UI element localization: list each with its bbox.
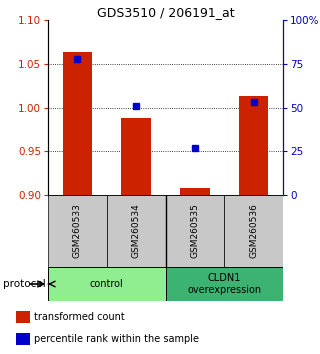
- Bar: [16, 312, 29, 323]
- Title: GDS3510 / 206191_at: GDS3510 / 206191_at: [97, 6, 234, 19]
- Text: CLDN1
overexpression: CLDN1 overexpression: [187, 273, 261, 295]
- Bar: [48, 195, 107, 267]
- Text: transformed count: transformed count: [34, 312, 125, 322]
- Bar: [165, 195, 224, 267]
- Text: protocol: protocol: [3, 279, 46, 289]
- Bar: [16, 333, 29, 345]
- Bar: [107, 195, 165, 267]
- Bar: [48, 267, 165, 301]
- Bar: [224, 195, 283, 267]
- Text: percentile rank within the sample: percentile rank within the sample: [34, 334, 199, 344]
- Text: GSM260533: GSM260533: [73, 204, 82, 258]
- Text: GSM260536: GSM260536: [249, 204, 258, 258]
- Text: control: control: [90, 279, 124, 289]
- Bar: [121, 118, 151, 195]
- Text: GSM260534: GSM260534: [132, 204, 140, 258]
- Text: GSM260535: GSM260535: [190, 204, 199, 258]
- Bar: [165, 267, 283, 301]
- Bar: [63, 52, 92, 195]
- Bar: [239, 96, 268, 195]
- Bar: [180, 188, 210, 195]
